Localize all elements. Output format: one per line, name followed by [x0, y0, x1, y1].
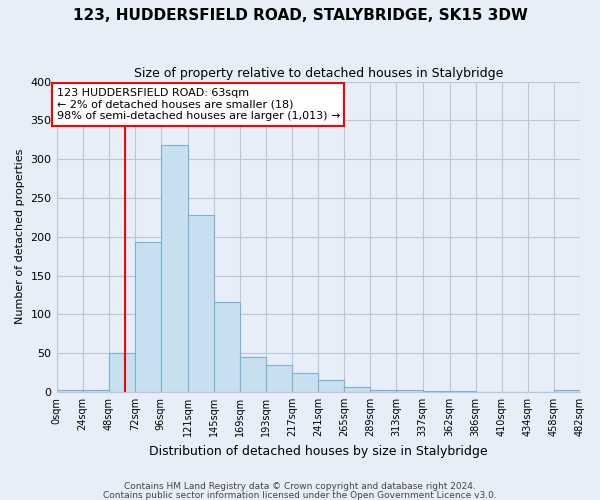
- Bar: [266, 365, 292, 392]
- Text: 123 HUDDERSFIELD ROAD: 63sqm
← 2% of detached houses are smaller (18)
98% of sem: 123 HUDDERSFIELD ROAD: 63sqm ← 2% of det…: [56, 88, 340, 121]
- Y-axis label: Number of detached properties: Number of detached properties: [15, 149, 25, 324]
- Bar: [449, 391, 476, 392]
- Bar: [422, 391, 449, 392]
- Text: 123, HUDDERSFIELD ROAD, STALYBRIDGE, SK15 3DW: 123, HUDDERSFIELD ROAD, STALYBRIDGE, SK1…: [73, 8, 527, 22]
- Bar: [370, 390, 397, 392]
- Bar: [56, 390, 83, 392]
- Bar: [161, 146, 188, 392]
- Bar: [292, 372, 318, 392]
- Bar: [344, 386, 370, 392]
- Bar: [109, 353, 135, 392]
- Bar: [135, 242, 161, 392]
- X-axis label: Distribution of detached houses by size in Stalybridge: Distribution of detached houses by size …: [149, 444, 488, 458]
- Bar: [214, 302, 240, 392]
- Text: Contains public sector information licensed under the Open Government Licence v3: Contains public sector information licen…: [103, 490, 497, 500]
- Bar: [188, 215, 214, 392]
- Bar: [240, 357, 266, 392]
- Bar: [318, 380, 344, 392]
- Bar: [83, 390, 109, 392]
- Bar: [554, 390, 580, 392]
- Bar: [397, 390, 422, 392]
- Title: Size of property relative to detached houses in Stalybridge: Size of property relative to detached ho…: [134, 68, 503, 80]
- Text: Contains HM Land Registry data © Crown copyright and database right 2024.: Contains HM Land Registry data © Crown c…: [124, 482, 476, 491]
